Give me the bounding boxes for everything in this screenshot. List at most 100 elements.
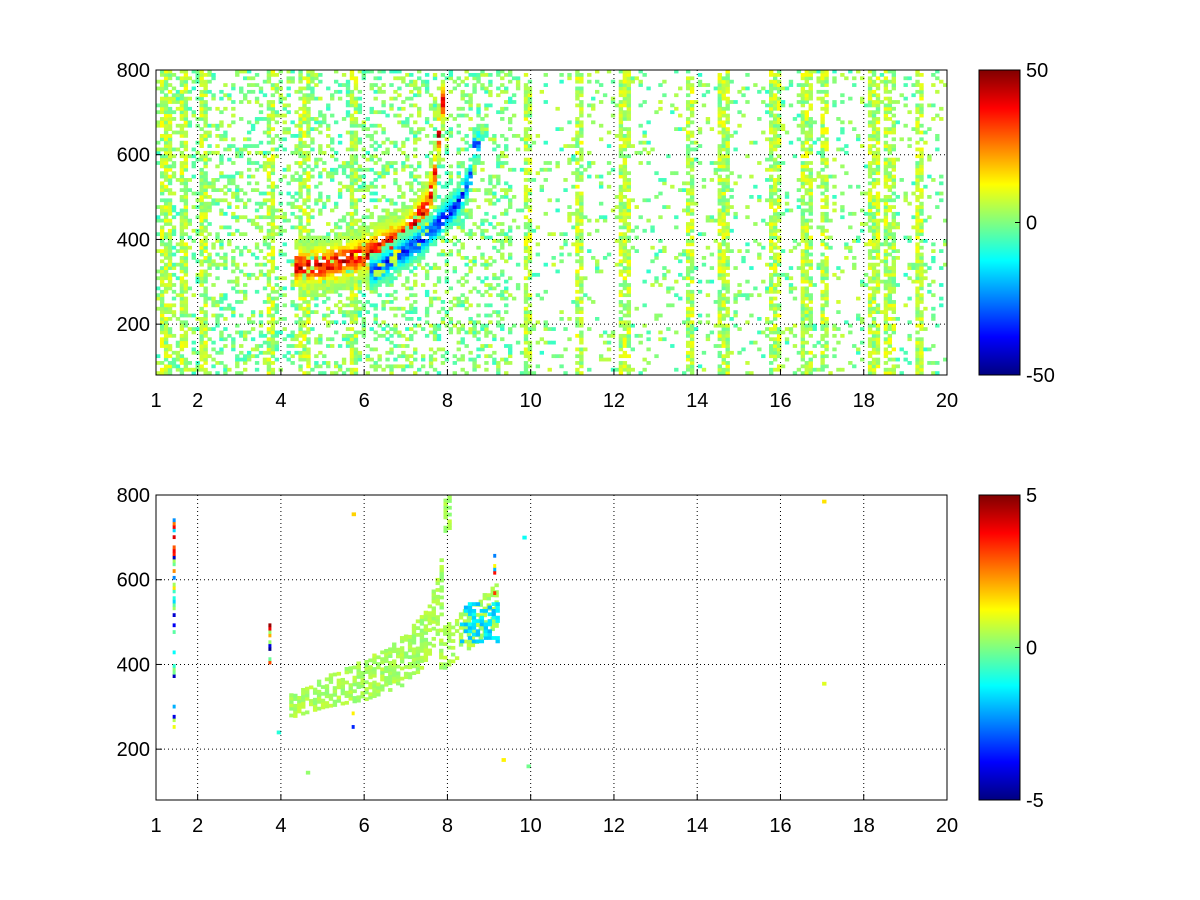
heatmap-cell [389,333,394,338]
heatmap-cell [618,367,624,372]
heatmap-cell [401,120,406,125]
heatmap-cell [405,242,410,247]
heatmap-cell [405,245,410,250]
heatmap-cell [171,174,177,179]
heatmap-cell [246,330,252,335]
heatmap-cell [357,164,363,169]
heatmap-cell [772,225,778,230]
heatmap-cell [658,106,663,111]
heatmap-cell [725,313,730,318]
heatmap-cell [721,164,726,169]
heatmap-cell [333,150,339,155]
heatmap-cell [282,228,287,233]
heatmap-cell [689,147,695,152]
heatmap-cell [721,327,726,331]
heatmap-cell [559,127,564,131]
heatmap-cell [401,232,406,237]
heatmap-cell [765,89,770,94]
heatmap-cell [159,161,165,165]
heatmap-cell [163,113,169,118]
heatmap-cell [179,313,185,318]
heatmap-cell [436,140,442,145]
heatmap-cell [353,123,359,128]
heatmap-cell [274,83,280,87]
heatmap-cell [448,130,454,135]
heatmap-cell [472,357,477,362]
heatmap-cell [579,296,584,301]
heatmap-cell [575,242,580,247]
heatmap-cell [357,350,363,355]
heatmap-cell [436,225,442,230]
heatmap-cell [349,147,355,152]
heatmap-cell [527,198,533,203]
heatmap-cell [492,272,497,277]
heatmap-cell [472,367,477,372]
heatmap-cell [167,89,173,94]
heatmap-cell [772,242,778,247]
heatmap-cell [595,269,600,274]
heatmap-cell [440,83,446,87]
heatmap-cell [444,150,450,155]
heatmap-cell [175,344,181,348]
heatmap-cell [163,327,169,331]
heatmap-cell [405,344,410,348]
heatmap-cell [484,367,489,372]
heatmap-cell [179,110,185,115]
heatmap-cell [543,140,548,145]
heatmap-cell [689,208,695,213]
heatmap-cell [211,198,216,203]
heatmap-cell [488,83,493,87]
heatmap-cell [725,188,730,192]
heatmap-cell [183,181,189,186]
heatmap-cell [239,289,244,294]
heatmap-cell [243,272,248,277]
heatmap-cell [622,242,628,247]
heatmap-cell [254,167,260,172]
heatmap-cell [638,371,643,375]
heatmap-cell [282,106,287,111]
heatmap-cell [432,154,438,159]
heatmap-cell [393,242,398,247]
heatmap-cell [365,242,370,247]
heatmap-cell [187,286,192,291]
heatmap-cell [654,276,659,281]
heatmap-cell [195,198,200,203]
heatmap-cell [318,266,323,270]
heatmap-cell [199,69,204,74]
heatmap-cell [468,330,473,335]
heatmap-cell [468,228,473,233]
heatmap-cell [353,100,359,104]
heatmap-cell [622,364,628,369]
heatmap-cell [349,293,355,298]
heatmap-cell [472,140,477,145]
heatmap-cell [298,306,303,311]
heatmap-cell [405,205,410,209]
heatmap-cell [689,323,695,328]
heatmap-cell [496,69,501,74]
heatmap-cell [456,249,461,253]
heatmap-cell [468,103,473,108]
heatmap-cell [626,259,632,264]
heatmap-cell [452,235,457,240]
heatmap-cell [306,76,311,81]
heatmap-cell [511,100,517,104]
heatmap-cell [717,371,722,375]
heatmap-cell [306,79,311,84]
heatmap-cell [353,76,359,81]
heatmap-cell [666,205,671,209]
heatmap-cell [563,327,568,331]
heatmap-cell [294,133,299,138]
heatmap-cell [393,181,398,186]
heatmap-cell [282,327,287,331]
heatmap-cell [191,79,196,84]
heatmap-cell [436,86,442,91]
heatmap-cell [523,127,529,131]
heatmap-cell [239,357,244,362]
heatmap-cell [298,235,303,240]
heatmap-cell [575,198,580,203]
heatmap-cell [468,357,473,362]
heatmap-cell [349,100,355,104]
heatmap-cell [163,255,169,260]
heatmap-cell [349,130,355,135]
heatmap-cell [685,272,691,277]
